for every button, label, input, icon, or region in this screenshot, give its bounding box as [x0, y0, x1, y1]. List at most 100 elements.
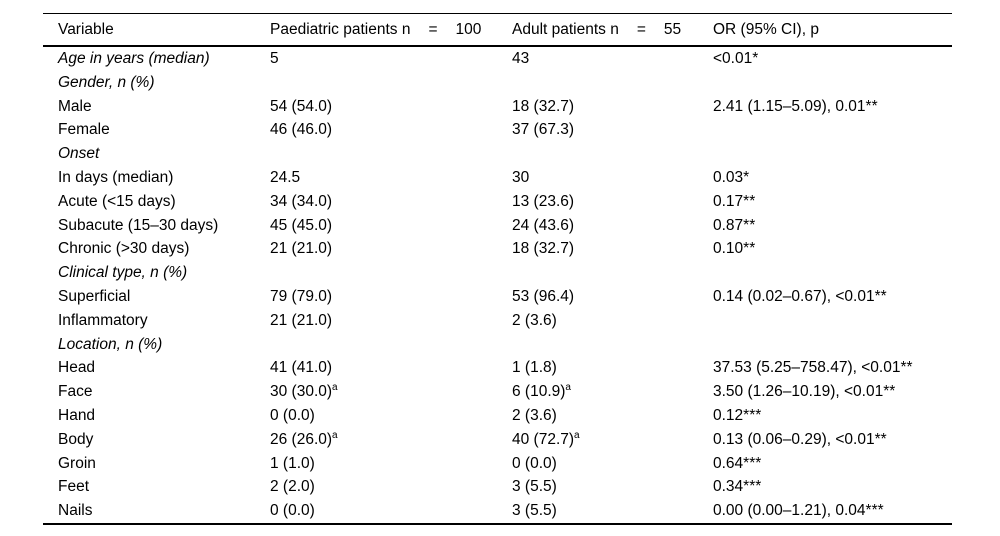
adult-value-cell [512, 142, 713, 166]
cell-text: 1 (1.8) [512, 359, 557, 377]
cell-text: 18 (32.7) [512, 240, 575, 258]
paediatric-value-cell [270, 261, 512, 285]
row-label-cell: In days (median) [43, 166, 270, 190]
adult-value-cell: 1 (1.8) [512, 356, 713, 380]
cell-text: 0.00 (0.00–1.21), 0.04*** [713, 502, 884, 520]
or-value-cell: 0.12*** [713, 404, 952, 428]
cell-text: Male [58, 97, 92, 115]
cell-text: 26 (26.0) [270, 430, 333, 448]
cell-text: Face [58, 383, 93, 401]
cell-text: <0.01* [713, 50, 759, 67]
column-header-label: OR (95% CI), p [713, 20, 819, 38]
or-value-cell: 0.03* [713, 166, 952, 190]
cell-text: 79 (79.0) [270, 287, 333, 305]
cell-text: 37.53 (5.25–758.47), <0.01** [713, 359, 913, 377]
equals-sign: = [428, 20, 438, 38]
row-label-cell: Head [43, 356, 270, 380]
table-row: Groin 1 (1.0) 0 (0.0) 0.64*** [43, 452, 952, 476]
row-label-cell: Subacute (15–30 days) [43, 214, 270, 238]
header-row: Variable Paediatric patients n = 100 Adult… [43, 13, 952, 47]
cell-text: 3.50 (1.26–10.19), <0.01** [713, 383, 896, 401]
row-label-cell: Hand [43, 404, 270, 428]
row-label-cell: Groin [43, 452, 270, 476]
or-value-cell: 0.64*** [713, 452, 952, 476]
table-row: Subacute (15–30 days) 45 (45.0) 24 (43.6) 0… [43, 214, 952, 238]
paediatric-value-cell: 21 (21.0) [270, 237, 512, 261]
row-label-cell: Superficial [43, 285, 270, 309]
or-value-cell: 0.17** [713, 190, 952, 214]
cell-text: Inflammatory [58, 311, 148, 329]
table-row: Onset [43, 142, 952, 166]
cell-text: 13 (23.6) [512, 192, 575, 210]
or-value-cell: 0.10** [713, 237, 952, 261]
cell-text: 21 (21.0) [270, 311, 333, 329]
cell-text: 34 (34.0) [270, 192, 333, 210]
or-value-cell: 37.53 (5.25–758.47), <0.01** [713, 356, 952, 380]
table-row: Body 26 (26.0)a 40 (72.7)a 0.13 (0.06–0.29)… [43, 428, 952, 452]
column-header-label: Variable [58, 20, 114, 38]
row-label-cell: Feet [43, 475, 270, 499]
cell-text: 0 (0.0) [512, 454, 557, 472]
results-table-body: Age in years (median) 5 43 <0.01* Gender, n … [43, 46, 952, 525]
paediatric-value-cell: 0 (0.0) [270, 404, 512, 428]
cell-text: 18 (32.7) [512, 97, 575, 115]
adult-value-cell: 2 (3.6) [512, 309, 713, 333]
paediatric-value-cell: 26 (26.0)a [270, 428, 512, 452]
cell-text: 2.41 (1.15–5.09), 0.01** [713, 97, 878, 115]
adult-value-cell: 6 (10.9)a [512, 380, 713, 404]
or-value-cell: <0.01* [713, 46, 952, 71]
cell-text: Clinical type, n (%) [58, 264, 188, 282]
column-header-adult: Adult patients n = 55 [512, 13, 713, 47]
table-row: Age in years (median) 5 43 <0.01* [43, 46, 952, 71]
paediatric-value-cell: 0 (0.0) [270, 499, 512, 525]
table-row: Face 30 (30.0)a 6 (10.9)a 3.50 (1.26–10.19)… [43, 380, 952, 404]
cell-text: 0.10** [713, 240, 756, 258]
row-label-cell: Gender, n (%) [43, 71, 270, 95]
or-value-cell [713, 333, 952, 357]
cell-text: 21 (21.0) [270, 240, 333, 258]
cell-text: Age in years (median) [58, 50, 210, 67]
or-value-cell [713, 118, 952, 142]
table-row: Chronic (>30 days) 21 (21.0) 18 (32.7) 0.10… [43, 237, 952, 261]
table-row: Male 54 (54.0) 18 (32.7) 2.41 (1.15–5.09), … [43, 95, 952, 119]
cell-text: 0.14 (0.02–0.67), <0.01** [713, 287, 887, 305]
footnote-marker: a [574, 429, 580, 441]
paediatric-value-cell: 45 (45.0) [270, 214, 512, 238]
cell-text: 24 (43.6) [512, 216, 575, 234]
table-row: Location, n (%) [43, 333, 952, 357]
paediatric-value-cell: 5 [270, 46, 512, 71]
cell-text: 3 (5.5) [512, 478, 557, 496]
cell-text: Feet [58, 478, 90, 496]
row-label-cell: Face [43, 380, 270, 404]
cell-text: Onset [58, 145, 100, 163]
adult-value-cell: 3 (5.5) [512, 475, 713, 499]
sample-size: 100 [455, 20, 482, 38]
cell-text: Subacute (15–30 days) [58, 216, 219, 234]
adult-value-cell [512, 333, 713, 357]
cell-text: Location, n (%) [58, 335, 163, 353]
row-label-cell: Inflammatory [43, 309, 270, 333]
cell-text: In days (median) [58, 168, 174, 186]
row-label-cell: Chronic (>30 days) [43, 237, 270, 261]
cell-text: Body [58, 430, 94, 448]
cell-text: 30 [512, 168, 530, 186]
paediatric-value-cell: 30 (30.0)a [270, 380, 512, 404]
column-header-or: OR (95% CI), p [713, 13, 952, 47]
adult-value-cell: 53 (96.4) [512, 285, 713, 309]
cell-text: 3 (5.5) [512, 502, 557, 520]
paediatric-value-cell: 2 (2.0) [270, 475, 512, 499]
row-label-cell: Age in years (median) [43, 46, 270, 71]
cell-text: 24.5 [270, 168, 301, 186]
or-value-cell: 2.41 (1.15–5.09), 0.01** [713, 95, 952, 119]
cell-text: 45 (45.0) [270, 216, 333, 234]
or-value-cell [713, 71, 952, 95]
or-value-cell [713, 142, 952, 166]
paediatric-value-cell: 41 (41.0) [270, 356, 512, 380]
adult-value-cell: 24 (43.6) [512, 214, 713, 238]
adult-value-cell: 13 (23.6) [512, 190, 713, 214]
row-label-cell: Body [43, 428, 270, 452]
table-row: Clinical type, n (%) [43, 261, 952, 285]
cell-text: Nails [58, 502, 93, 520]
table-row: Acute (<15 days) 34 (34.0) 13 (23.6) 0.17** [43, 190, 952, 214]
or-value-cell [713, 261, 952, 285]
